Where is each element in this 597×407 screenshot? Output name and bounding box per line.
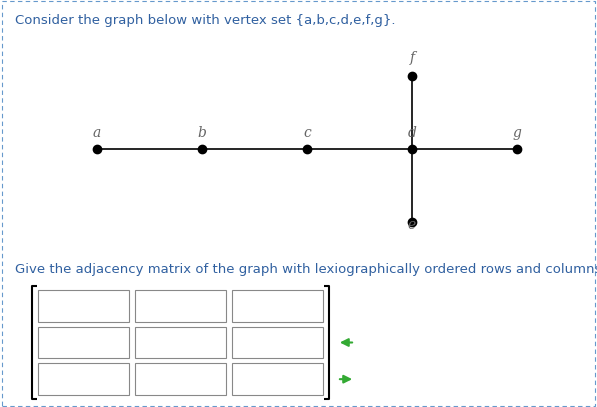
- Bar: [135, 290, 226, 322]
- Bar: [232, 290, 323, 322]
- Bar: [38, 327, 129, 358]
- Bar: [135, 363, 226, 395]
- Text: a: a: [93, 126, 101, 140]
- Bar: [232, 327, 323, 358]
- Text: g: g: [513, 126, 522, 140]
- Bar: [38, 290, 129, 322]
- Text: d: d: [408, 126, 417, 140]
- Text: b: b: [198, 126, 207, 140]
- Bar: [38, 363, 129, 395]
- Text: Give the adjacency matrix of the graph with lexiographically ordered rows and co: Give the adjacency matrix of the graph w…: [15, 263, 597, 276]
- Bar: [232, 363, 323, 395]
- Text: e: e: [408, 218, 416, 232]
- Text: f: f: [410, 51, 414, 65]
- Bar: [135, 327, 226, 358]
- Text: Consider the graph below with vertex set {a,b,c,d,e,f,g}.: Consider the graph below with vertex set…: [15, 14, 395, 27]
- Text: c: c: [303, 126, 311, 140]
